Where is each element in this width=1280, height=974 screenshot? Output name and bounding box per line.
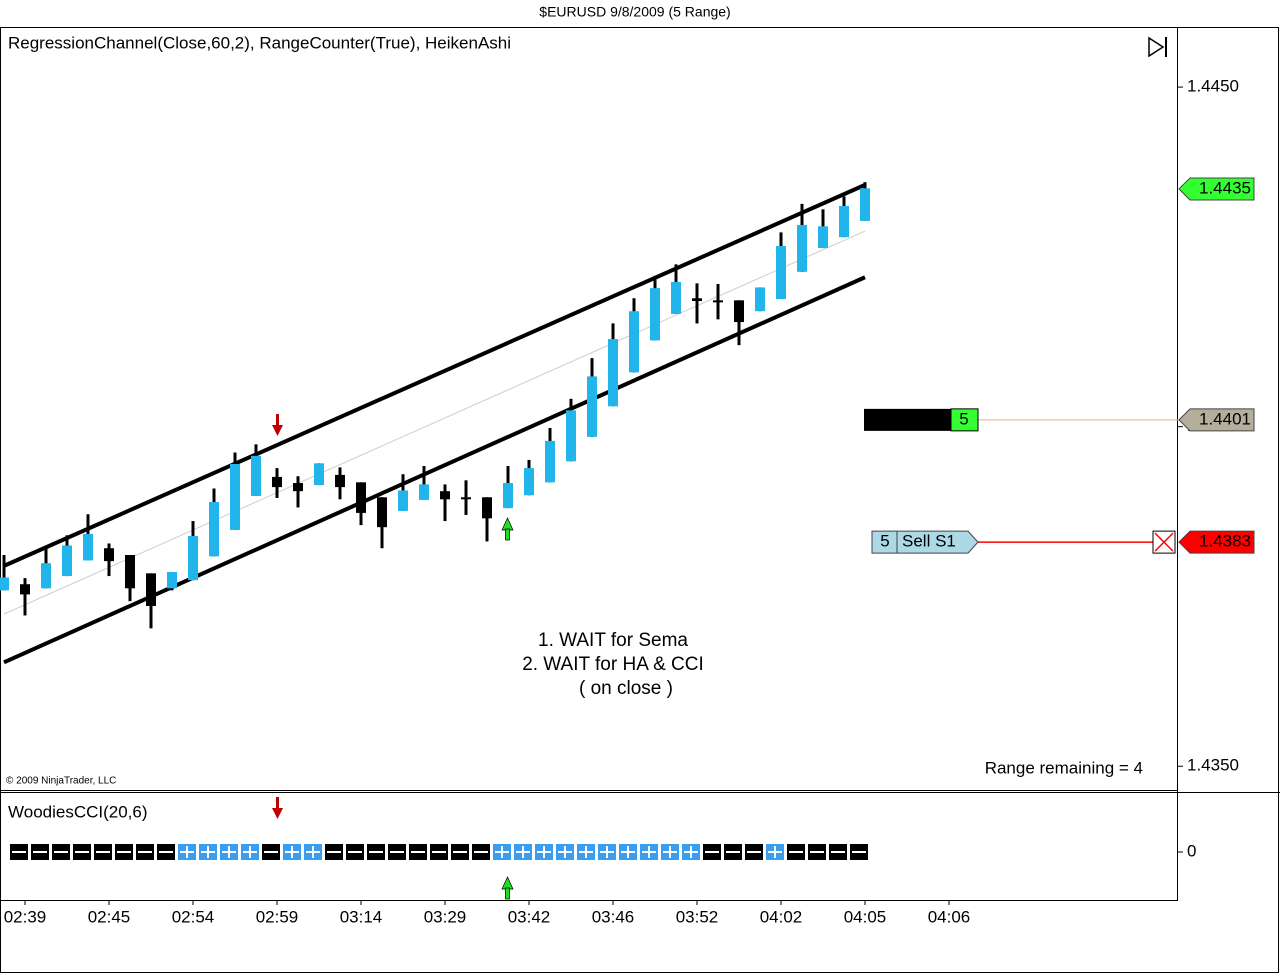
order-price-tag-label: 1.4383 [1199, 532, 1251, 551]
candle-body [545, 440, 555, 483]
candle-body [125, 555, 135, 589]
x-tick-label: 03:52 [676, 907, 719, 926]
last-price-tag-label: 1.4435 [1199, 178, 1251, 197]
candle-body [776, 246, 786, 299]
arrow-shaft [505, 887, 510, 900]
arrow-shaft [505, 528, 510, 541]
x-tick-label: 03:42 [508, 907, 551, 926]
candle-body [62, 545, 72, 577]
y-tick-label: 1.4450 [1187, 77, 1239, 96]
note: 2. WAIT for HA & CCI [522, 654, 704, 675]
window-title: $EURUSD 9/8/2009 (5 Range) [539, 4, 730, 20]
position-pnl-box [864, 408, 951, 431]
candle-body [524, 468, 534, 496]
x-tick-label: 03:14 [340, 907, 383, 926]
regression-upper [3, 183, 866, 568]
candle-body [188, 536, 198, 581]
candle-body [167, 571, 177, 589]
candle-body [503, 483, 513, 509]
scroll-end-icon[interactable] [1148, 36, 1167, 58]
candle-body [356, 482, 366, 513]
candle-body [419, 484, 429, 501]
x-tick-label: 02:39 [4, 907, 47, 926]
candle-body [20, 584, 30, 595]
candle-body [440, 491, 450, 500]
candle-body [377, 497, 387, 528]
candle-body [272, 476, 282, 488]
cancel-x [1154, 532, 1174, 552]
frame [0, 27, 1279, 973]
regression-middle [3, 230, 866, 615]
y-tick-label: 1.4350 [1187, 756, 1239, 775]
last-price-tag [1178, 177, 1255, 201]
x-tick-label: 03:29 [424, 907, 467, 926]
candle-body [839, 205, 849, 238]
candle-body [713, 300, 723, 303]
candle-body [398, 490, 408, 511]
candle-body [335, 474, 345, 488]
candle-body [146, 573, 156, 606]
x-tick-label: 04:05 [844, 907, 887, 926]
candle-body [230, 464, 240, 530]
candle-body [293, 483, 303, 492]
order-qty: 5 [880, 532, 889, 551]
x-tick-label: 04:06 [928, 907, 971, 926]
x-tick-label: 02:45 [88, 907, 131, 926]
arrow-head [272, 425, 283, 436]
position-price-tag [1178, 408, 1255, 432]
x-tick-label: 02:59 [256, 907, 299, 926]
candle-body [860, 188, 870, 221]
position-price-tag-label: 1.4401 [1199, 409, 1251, 428]
position-qty-box [950, 408, 979, 432]
order-box [871, 530, 979, 554]
candle-body [41, 563, 51, 589]
position-qty: 5 [959, 409, 968, 428]
y-tick-label: 0 [1187, 841, 1196, 860]
play-icon [1148, 36, 1165, 58]
candle-body [797, 224, 807, 272]
arrow-shaft [276, 414, 279, 426]
arrow-head [272, 808, 283, 819]
sell-signal-arrow [272, 414, 283, 819]
candle-body [566, 410, 576, 462]
arrow-shaft [276, 797, 279, 809]
x-tick-label: 02:54 [172, 907, 215, 926]
candle-body [629, 311, 639, 373]
indicator-label: WoodiesCCI(20,6) [8, 802, 148, 821]
candle-body [650, 288, 660, 341]
range-remaining: Range remaining = 4 [985, 758, 1143, 777]
x-tick-label: 03:46 [592, 907, 635, 926]
copyright: © 2009 NinjaTrader, LLC [6, 776, 116, 787]
order-label: Sell S1 [902, 532, 956, 551]
order-cancel-button[interactable] [1152, 530, 1176, 554]
position-pnl: $170.00 [876, 409, 937, 428]
candle-body [608, 339, 618, 407]
candle-body [671, 282, 681, 314]
candle-body [0, 577, 9, 591]
order-price-tag [1178, 530, 1255, 554]
candle-body [692, 298, 702, 302]
indicator-label: RegressionChannel(Close,60,2), RangeCoun… [8, 33, 511, 52]
candle-body [251, 455, 261, 496]
candle-body [209, 502, 219, 557]
candle-body [461, 497, 471, 500]
candle-body [734, 300, 744, 323]
candle-body [587, 376, 597, 437]
x-tick-label: 04:02 [760, 907, 803, 926]
note: 1. WAIT for Sema [538, 630, 688, 651]
candle-body [755, 287, 765, 312]
candle-body [314, 463, 324, 486]
candle-body [818, 226, 828, 249]
candle-body [83, 533, 93, 561]
candle-body [482, 497, 492, 519]
candle-body [104, 548, 114, 562]
note: ( on close ) [579, 678, 673, 699]
buy-signal-arrow [501, 517, 514, 900]
